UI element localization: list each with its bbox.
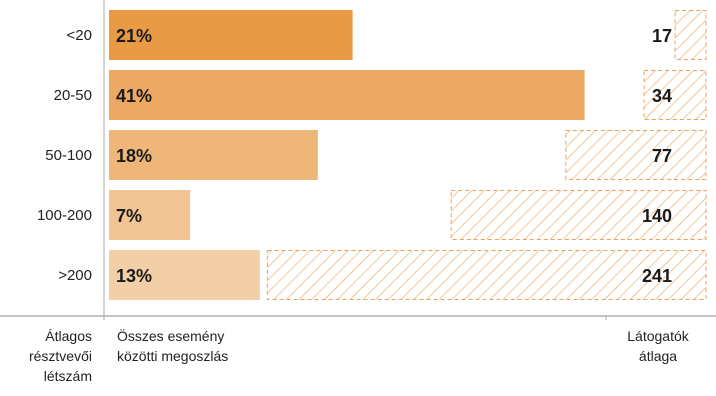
average-visitors-bar	[674, 10, 707, 60]
share-bar	[109, 10, 353, 60]
average-visitors-label: 34	[652, 86, 672, 106]
share-bar	[109, 190, 191, 240]
footer-label-visitors: Látogatók átlaga	[600, 326, 716, 366]
footer-label-participants: Átlagos résztvevői létszám	[0, 326, 92, 386]
category-label: 20-50	[54, 87, 92, 104]
category-label: <20	[67, 27, 92, 44]
share-value-label: 41%	[116, 86, 152, 106]
average-visitors-label: 17	[652, 26, 672, 46]
share-bar	[109, 130, 318, 180]
share-value-label: 18%	[116, 146, 152, 166]
average-visitors-bar	[565, 130, 707, 180]
average-visitors-label: 140	[642, 206, 672, 226]
share-value-label: 13%	[116, 266, 152, 286]
category-label: 100-200	[37, 207, 92, 224]
average-visitors-label: 241	[642, 266, 672, 286]
bar-chart: <20 21% 17 20-50 41% 34 50-100 18% 77 100-200 7% 14…	[0, 0, 716, 320]
footer-mid-line-2: közötti megoszlás	[117, 348, 229, 364]
share-bar	[109, 250, 260, 300]
share-value-label: 7%	[116, 206, 142, 226]
category-label: >200	[58, 267, 92, 284]
share-bar	[109, 70, 585, 120]
category-label: 50-100	[45, 147, 92, 164]
share-value-label: 21%	[116, 26, 152, 46]
footer-label-distribution: Összes esemény közötti megoszlás	[117, 326, 377, 366]
footer-right-line-1: Látogatók	[627, 328, 689, 344]
average-visitors-bar	[266, 250, 707, 300]
average-visitors-label: 77	[652, 146, 672, 166]
average-visitors-bar	[643, 70, 707, 120]
footer-left-line-3: létszám	[43, 368, 92, 384]
footer-left-line-1: Átlagos	[45, 328, 92, 344]
footer-left-line-2: résztvevői	[28, 348, 92, 364]
footer-mid-line-1: Összes esemény	[117, 328, 225, 344]
footer-right-line-2: átlaga	[638, 348, 678, 364]
average-visitors-bar	[450, 190, 707, 240]
